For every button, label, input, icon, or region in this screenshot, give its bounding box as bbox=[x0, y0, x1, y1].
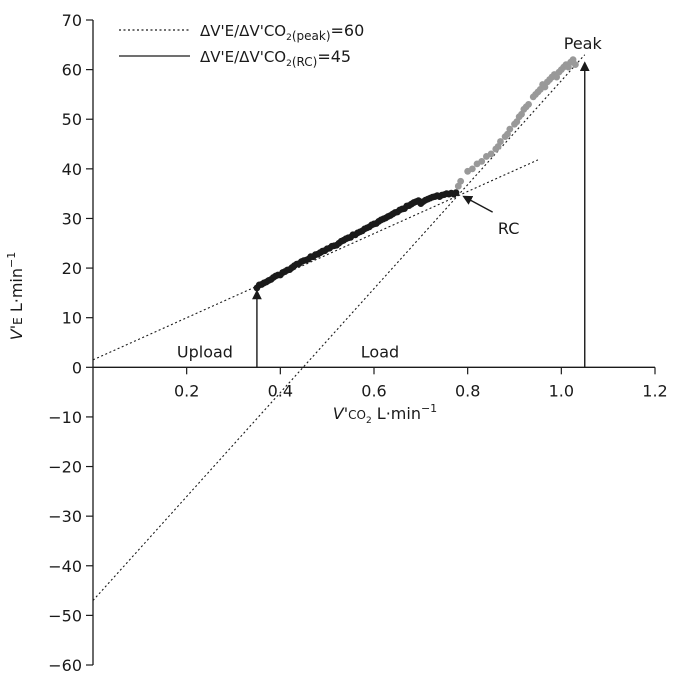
x-tick-label: 1.0 bbox=[549, 381, 574, 400]
x-tick-label: 0.2 bbox=[174, 381, 199, 400]
data-point bbox=[457, 177, 465, 185]
data-point bbox=[525, 100, 532, 108]
y-tick-label: −30 bbox=[48, 507, 82, 526]
annotation-label: RC bbox=[498, 219, 520, 238]
y-tick-label: 60 bbox=[62, 61, 82, 80]
fit-line bbox=[92, 159, 539, 361]
annotation-label: Load bbox=[361, 342, 399, 361]
y-tick-label: −10 bbox=[48, 408, 82, 427]
annotation-label: Peak bbox=[564, 34, 603, 53]
plot-area: 70 60 50 40 30 20 10 0 −10 −20 −30 −40 −50 −60 0.2 0.4 0… bbox=[48, 11, 667, 674]
rc-arrow bbox=[462, 195, 493, 213]
data-point bbox=[478, 158, 486, 165]
y-tick-label: −60 bbox=[48, 656, 82, 674]
y-tick-label: 40 bbox=[62, 160, 82, 179]
data-point bbox=[487, 150, 495, 158]
x-tick-label: 0.8 bbox=[455, 381, 480, 400]
legend-label: ΔV'E/ΔV'CO2(RC)=45 bbox=[200, 47, 351, 69]
x-axis-title: V'CO2 L·min−1 bbox=[333, 402, 437, 426]
y-tick-label: −40 bbox=[48, 557, 82, 576]
y-tick-label: 10 bbox=[62, 309, 82, 328]
x-tick-label: 0.4 bbox=[268, 381, 293, 400]
y-tick-label: −50 bbox=[48, 606, 82, 625]
y-tick-label: 70 bbox=[62, 11, 82, 30]
fit-line bbox=[92, 54, 586, 601]
x-tick-label: 1.2 bbox=[642, 381, 667, 400]
data-point bbox=[571, 61, 579, 69]
data-point bbox=[497, 138, 504, 145]
y-tick-label: −20 bbox=[48, 458, 82, 477]
y-tick-label: 20 bbox=[62, 259, 82, 278]
y-tick-label: 0 bbox=[72, 358, 82, 377]
data-point bbox=[468, 165, 476, 173]
data-point bbox=[506, 125, 514, 133]
y-tick-label: 30 bbox=[62, 209, 82, 228]
y-axis-title: V'E L·min−1 bbox=[5, 252, 26, 340]
annotation-label: Upload bbox=[177, 342, 233, 361]
x-tick-label: 0.6 bbox=[361, 381, 386, 400]
legend-label: ΔV'E/ΔV'CO2(peak)=60 bbox=[200, 21, 364, 43]
legend: ΔV'E/ΔV'CO2(peak)=60 ΔV'E/ΔV'CO2(RC)=45 bbox=[119, 21, 364, 69]
y-tick-label: 50 bbox=[62, 110, 82, 129]
data-point bbox=[452, 189, 460, 197]
